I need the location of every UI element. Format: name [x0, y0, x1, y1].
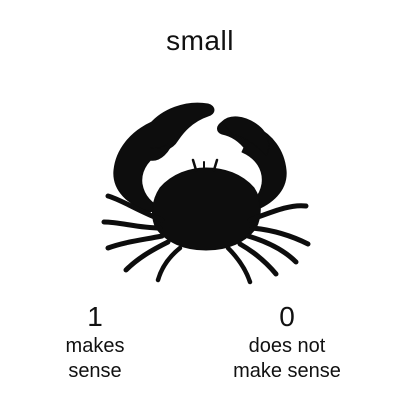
prompt-word: small — [166, 25, 234, 56]
option-value: 1 — [87, 301, 103, 332]
option-label-line2: make sense — [233, 360, 341, 382]
option-does-not-make-sense[interactable]: 0 does not make sense — [212, 300, 362, 384]
option-makes-sense[interactable]: 1 makes sense — [40, 300, 150, 384]
option-label-line1: makes — [65, 335, 125, 357]
option-label-line2: sense — [68, 360, 122, 382]
option-label-line1: does not — [248, 335, 326, 357]
crab-icon — [101, 102, 311, 285]
option-value: 0 — [279, 301, 295, 332]
